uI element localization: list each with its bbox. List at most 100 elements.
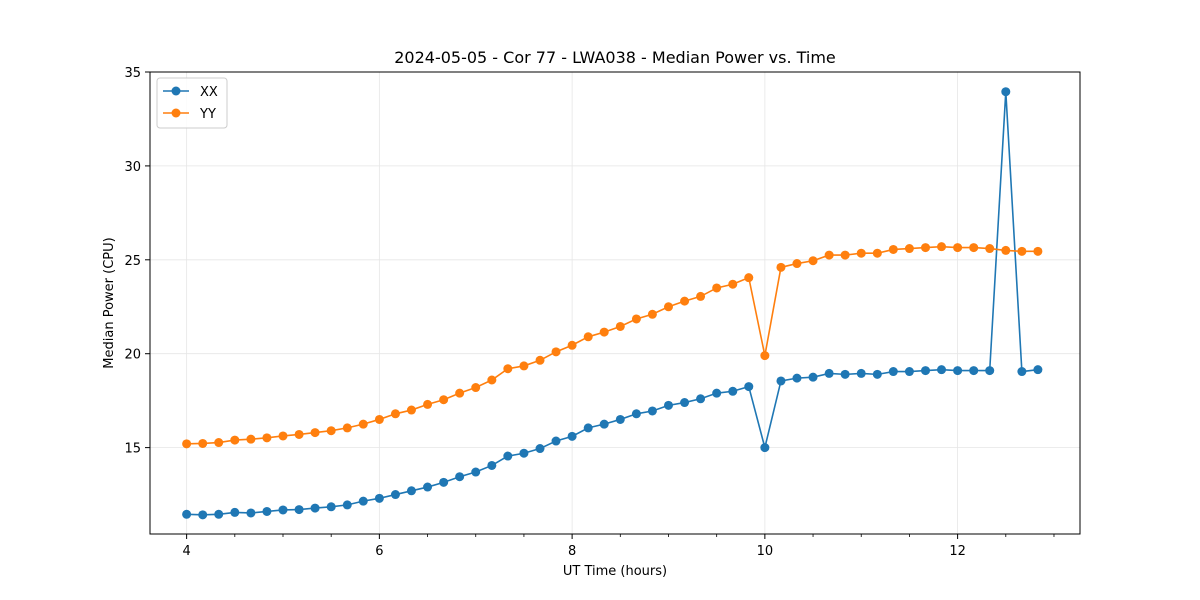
x-tick-label: 8: [568, 544, 576, 559]
data-point-yy: [680, 296, 690, 306]
data-point-xx: [182, 509, 192, 519]
data-point-yy: [1001, 245, 1011, 255]
data-point-xx: [808, 372, 818, 382]
data-point-yy: [840, 250, 850, 260]
data-point-xx: [519, 448, 529, 458]
data-point-yy: [326, 426, 336, 436]
data-point-yy: [744, 273, 754, 283]
x-tick-label: 4: [182, 544, 190, 559]
y-tick-label: 35: [124, 66, 141, 81]
data-point-yy: [728, 279, 738, 289]
data-point-xx: [1033, 365, 1043, 375]
y-tick-label: 20: [124, 348, 141, 363]
data-point-yy: [888, 244, 898, 254]
data-point-yy: [872, 248, 882, 258]
data-point-yy: [439, 395, 449, 405]
data-point-yy: [1033, 246, 1043, 256]
data-point-yy: [969, 243, 979, 253]
data-point-yy: [647, 309, 657, 319]
data-point-xx: [840, 369, 850, 379]
y-tick-label: 15: [124, 442, 141, 457]
series-xx: [182, 87, 1043, 520]
y-tick-label: 25: [124, 254, 141, 269]
data-point-yy: [182, 439, 192, 449]
data-point-xx: [406, 486, 416, 496]
legend-marker: [171, 86, 181, 96]
data-point-yy: [615, 321, 625, 331]
data-point-xx: [262, 506, 272, 516]
data-point-xx: [390, 490, 400, 500]
data-point-yy: [760, 351, 770, 361]
data-point-yy: [230, 435, 240, 445]
data-point-yy: [712, 283, 722, 293]
data-point-yy: [535, 355, 545, 365]
data-point-xx: [294, 505, 304, 515]
data-point-xx: [503, 451, 513, 461]
data-point-yy: [953, 243, 963, 253]
data-point-yy: [904, 244, 914, 254]
data-point-xx: [921, 366, 931, 376]
data-point-yy: [503, 364, 513, 374]
data-point-yy: [374, 414, 384, 424]
data-point-xx: [872, 369, 882, 379]
data-point-xx: [535, 444, 545, 454]
data-point-yy: [519, 361, 529, 371]
axis-ticks: 4 6 8 10 12 15 20 25 30 35: [124, 66, 1055, 559]
data-point-xx: [358, 496, 368, 506]
data-point-yy: [776, 262, 786, 272]
data-point-xx: [615, 414, 625, 424]
legend-item-xx: XX: [163, 85, 218, 100]
data-point-yy: [985, 244, 995, 254]
data-point-yy: [487, 375, 497, 385]
data-point-xx: [744, 382, 754, 392]
data-point-yy: [198, 438, 208, 448]
data-point-xx: [551, 436, 561, 446]
data-point-xx: [696, 394, 706, 404]
data-point-xx: [712, 388, 722, 398]
x-tick-label: 12: [949, 544, 966, 559]
data-point-xx: [278, 505, 288, 515]
data-point-xx: [824, 368, 834, 378]
data-point-xx: [230, 507, 240, 517]
data-point-yy: [631, 314, 641, 324]
data-point-yy: [423, 399, 433, 409]
legend-marker: [171, 108, 181, 118]
series-yy: [182, 242, 1043, 449]
data-point-xx: [969, 366, 979, 376]
data-point-xx: [904, 367, 914, 377]
data-point-xx: [792, 373, 802, 383]
data-point-xx: [728, 386, 738, 396]
data-point-yy: [696, 291, 706, 301]
data-point-xx: [937, 365, 947, 375]
x-tick-label: 6: [375, 544, 383, 559]
y-axis-label: Median Power (CPU): [102, 237, 117, 368]
data-point-xx: [680, 398, 690, 408]
data-point-yy: [808, 256, 818, 266]
data-point-yy: [792, 259, 802, 269]
data-point-xx: [985, 366, 995, 376]
data-point-yy: [583, 332, 593, 342]
x-axis-label: UT Time (hours): [563, 564, 667, 579]
data-point-xx: [1001, 87, 1011, 97]
data-point-xx: [455, 472, 465, 482]
data-point-yy: [214, 438, 224, 448]
data-point-yy: [278, 431, 288, 441]
data-point-yy: [921, 243, 931, 253]
data-point-yy: [663, 302, 673, 312]
data-point-xx: [760, 443, 770, 453]
data-point-xx: [599, 419, 609, 429]
legend-label: XX: [200, 85, 218, 100]
data-point-xx: [567, 431, 577, 441]
data-point-yy: [551, 347, 561, 357]
data-point-yy: [294, 429, 304, 439]
data-point-yy: [567, 340, 577, 350]
chart-title: 2024-05-05 - Cor 77 - LWA038 - Median Po…: [394, 48, 836, 67]
data-point-yy: [455, 388, 465, 398]
y-tick-label: 30: [124, 160, 141, 175]
data-point-xx: [310, 503, 320, 513]
legend: XX YY: [156, 77, 228, 129]
data-point-xx: [583, 423, 593, 433]
data-point-yy: [1017, 246, 1027, 256]
data-point-yy: [599, 327, 609, 337]
